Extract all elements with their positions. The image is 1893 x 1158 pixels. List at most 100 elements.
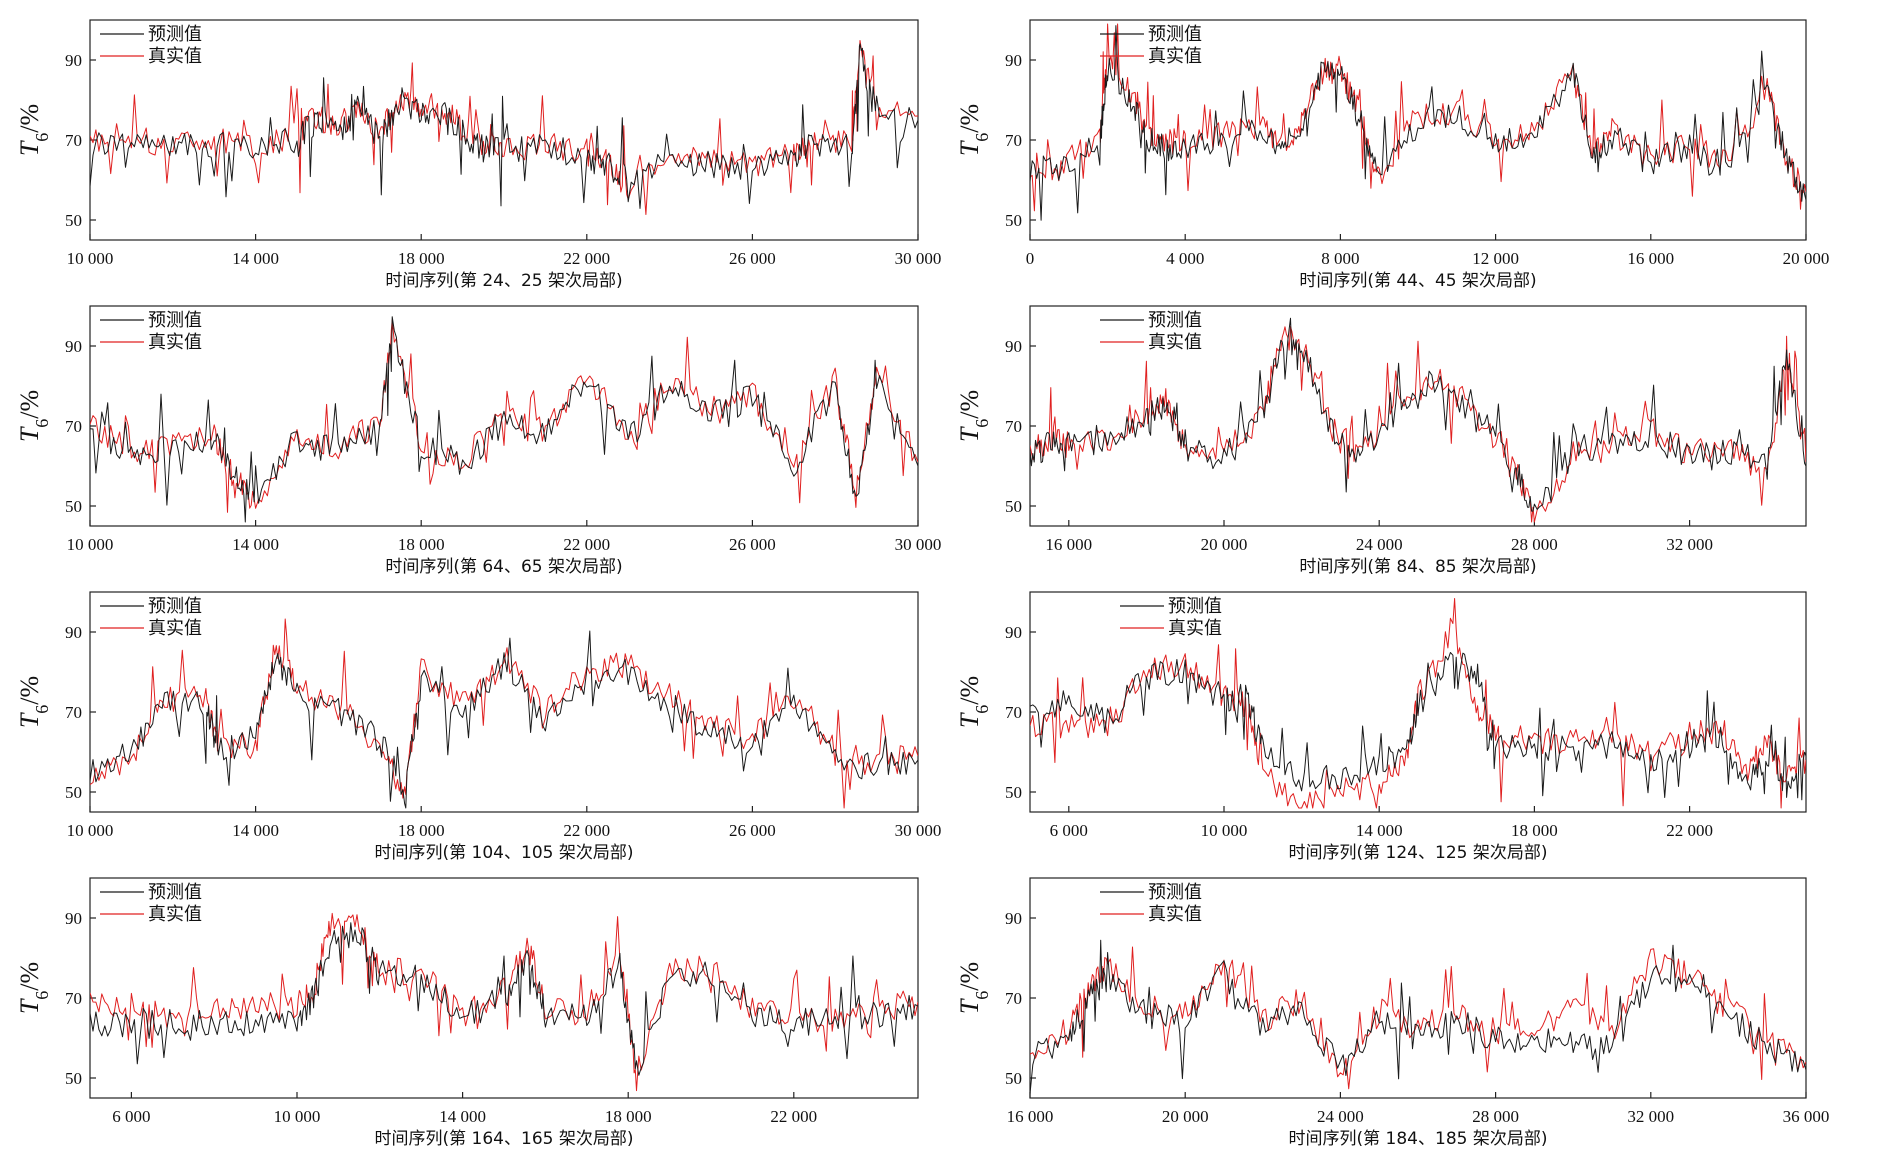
chart-svg-6: 50 70 90 6 000 10 000 14 000 18 000 22 000 时间序列(… bbox=[955, 591, 1807, 863]
chart-panel-4: 50 70 90 16 000 20 000 24 000 28 000 32 000 时间序列… bbox=[948, 286, 1888, 577]
legend-label-predicted: 预测值 bbox=[1148, 882, 1202, 903]
y-tick-label: 90 bbox=[65, 623, 82, 642]
y-tick-label: 70 bbox=[65, 131, 82, 150]
x-tick-label: 24 000 bbox=[1317, 1107, 1364, 1126]
series-line-predicted bbox=[1030, 652, 1806, 801]
x-tick-label: 4 000 bbox=[1166, 249, 1204, 268]
y-tick-label: 90 bbox=[1005, 51, 1022, 70]
y-tick-label: 50 bbox=[1005, 211, 1022, 230]
legend-label-predicted: 预测值 bbox=[148, 882, 202, 903]
x-tick-label: 14 000 bbox=[232, 821, 279, 840]
legend-label-actual: 真实值 bbox=[148, 332, 202, 353]
x-tick-label: 18 000 bbox=[1511, 821, 1558, 840]
series-line-actual bbox=[90, 319, 918, 513]
y-tick-label: 70 bbox=[65, 703, 82, 722]
x-tick-label: 22 000 bbox=[563, 249, 610, 268]
x-tick-label: 28 000 bbox=[1511, 535, 1558, 554]
chart-panel-6: 50 70 90 6 000 10 000 14 000 18 000 22 000 时间序列(… bbox=[948, 572, 1888, 863]
y-tick-label: 70 bbox=[1005, 417, 1022, 436]
y-tick-label: 90 bbox=[1005, 623, 1022, 642]
x-tick-label: 24 000 bbox=[1356, 535, 1403, 554]
x-tick-label: 32 000 bbox=[1666, 535, 1713, 554]
x-tick-label: 6 000 bbox=[1050, 821, 1088, 840]
legend-label-actual: 真实值 bbox=[1148, 904, 1202, 925]
plot-frame bbox=[1029, 305, 1807, 527]
x-tick-label: 22 000 bbox=[770, 1107, 817, 1126]
chart-svg-2: 50 70 90 0 4 000 8 000 12 000 16 000 20 000 时间序列(… bbox=[955, 19, 1830, 291]
x-tick-label: 18 000 bbox=[605, 1107, 652, 1126]
chart-panel-3: 50 70 90 10 000 14 000 18 000 22 000 26 000 30 0… bbox=[0, 286, 942, 577]
legend-label-actual: 真实值 bbox=[1148, 332, 1202, 353]
legend-label-actual: 真实值 bbox=[148, 618, 202, 639]
chart-panel-5: 50 70 90 10 000 14 000 18 000 22 000 26 000 30 0… bbox=[0, 572, 942, 863]
x-axis-label: 时间序列(第 104、105 架次局部) bbox=[375, 843, 634, 863]
x-tick-label: 28 000 bbox=[1472, 1107, 1519, 1126]
y-axis-label: T6/% bbox=[15, 390, 52, 442]
chart-svg-3: 50 70 90 10 000 14 000 18 000 22 000 26 000 30 0… bbox=[15, 305, 942, 577]
series-line-predicted bbox=[90, 43, 918, 209]
chart-svg-8: 50 70 90 16 000 20 000 24 000 28 000 32 000 36 0… bbox=[955, 877, 1829, 1149]
y-tick-label: 70 bbox=[65, 989, 82, 1008]
chart-svg-7: 50 70 90 6 000 10 000 14 000 18 000 22 000 时间序列(… bbox=[15, 877, 919, 1149]
plot-frame bbox=[1029, 877, 1807, 1099]
y-axis-label: T6/% bbox=[15, 104, 52, 156]
y-tick-label: 70 bbox=[65, 417, 82, 436]
chart-panel-7: 50 70 90 6 000 10 000 14 000 18 000 22 000 时间序列(… bbox=[0, 858, 940, 1149]
x-tick-label: 18 000 bbox=[398, 535, 445, 554]
x-tick-label: 14 000 bbox=[232, 535, 279, 554]
x-tick-label: 12 000 bbox=[1472, 249, 1519, 268]
y-axis-label: T6/% bbox=[955, 676, 992, 728]
x-tick-label: 14 000 bbox=[232, 249, 279, 268]
x-axis-label: 时间序列(第 124、125 架次局部) bbox=[1289, 843, 1548, 863]
legend-label-predicted: 预测值 bbox=[148, 596, 202, 617]
y-tick-label: 90 bbox=[1005, 337, 1022, 356]
series-line-predicted bbox=[1030, 25, 1806, 221]
chart-svg-1: 50 70 90 10 000 14 000 18 000 22 000 26 000 30 0… bbox=[15, 19, 941, 291]
x-axis-label: 时间序列(第 164、165 架次局部) bbox=[375, 1129, 634, 1149]
plot-frame bbox=[89, 19, 919, 241]
x-tick-label: 0 bbox=[1026, 249, 1035, 268]
y-tick-label: 50 bbox=[1005, 497, 1022, 516]
plot-frame bbox=[89, 591, 919, 813]
legend-label-predicted: 预测值 bbox=[1148, 310, 1202, 331]
x-tick-label: 20 000 bbox=[1162, 1107, 1209, 1126]
x-tick-label: 10 000 bbox=[67, 249, 114, 268]
legend-label-predicted: 预测值 bbox=[1168, 596, 1222, 617]
chart-panel-2: 50 70 90 0 4 000 8 000 12 000 16 000 20 000 时间序列(… bbox=[948, 0, 1888, 291]
x-tick-label: 20 000 bbox=[1201, 535, 1248, 554]
series-line-predicted bbox=[1030, 939, 1806, 1095]
x-tick-label: 16 000 bbox=[1045, 535, 1092, 554]
x-tick-label: 26 000 bbox=[729, 535, 776, 554]
x-axis-label: 时间序列(第 184、185 架次局部) bbox=[1289, 1129, 1548, 1149]
x-tick-label: 30 000 bbox=[895, 535, 942, 554]
series-line-actual bbox=[1030, 23, 1806, 212]
legend-label-predicted: 预测值 bbox=[148, 310, 202, 331]
x-axis-label: 时间序列(第 44、45 架次局部) bbox=[1299, 271, 1536, 291]
legend-label-predicted: 预测值 bbox=[148, 24, 202, 45]
x-tick-label: 30 000 bbox=[895, 821, 942, 840]
y-axis-label: T6/% bbox=[955, 390, 992, 442]
plot-frame bbox=[89, 305, 919, 527]
chart-svg-5: 50 70 90 10 000 14 000 18 000 22 000 26 000 30 0… bbox=[15, 591, 942, 863]
y-tick-label: 70 bbox=[1005, 131, 1022, 150]
y-tick-label: 90 bbox=[65, 337, 82, 356]
y-axis-label: T6/% bbox=[15, 962, 52, 1014]
legend-label-actual: 真实值 bbox=[1148, 46, 1202, 67]
legend-label-actual: 真实值 bbox=[1168, 618, 1222, 639]
y-axis-label: T6/% bbox=[955, 962, 992, 1014]
y-tick-label: 90 bbox=[65, 51, 82, 70]
plot-frame bbox=[1029, 591, 1807, 813]
y-tick-label: 50 bbox=[65, 783, 82, 802]
y-tick-label: 50 bbox=[65, 211, 82, 230]
x-tick-label: 20 000 bbox=[1783, 249, 1830, 268]
chart-svg-4: 50 70 90 16 000 20 000 24 000 28 000 32 000 时间序列… bbox=[955, 305, 1807, 577]
y-tick-label: 50 bbox=[1005, 1069, 1022, 1088]
plot-frame bbox=[89, 877, 919, 1099]
y-tick-label: 50 bbox=[1005, 783, 1022, 802]
y-axis-label: T6/% bbox=[955, 104, 992, 156]
legend-label-predicted: 预测值 bbox=[1148, 24, 1202, 45]
series-line-predicted bbox=[1030, 317, 1806, 512]
series-line-predicted bbox=[90, 922, 918, 1076]
chart-panel-1: 50 70 90 10 000 14 000 18 000 22 000 26 000 30 0… bbox=[0, 0, 941, 291]
x-tick-label: 26 000 bbox=[729, 249, 776, 268]
